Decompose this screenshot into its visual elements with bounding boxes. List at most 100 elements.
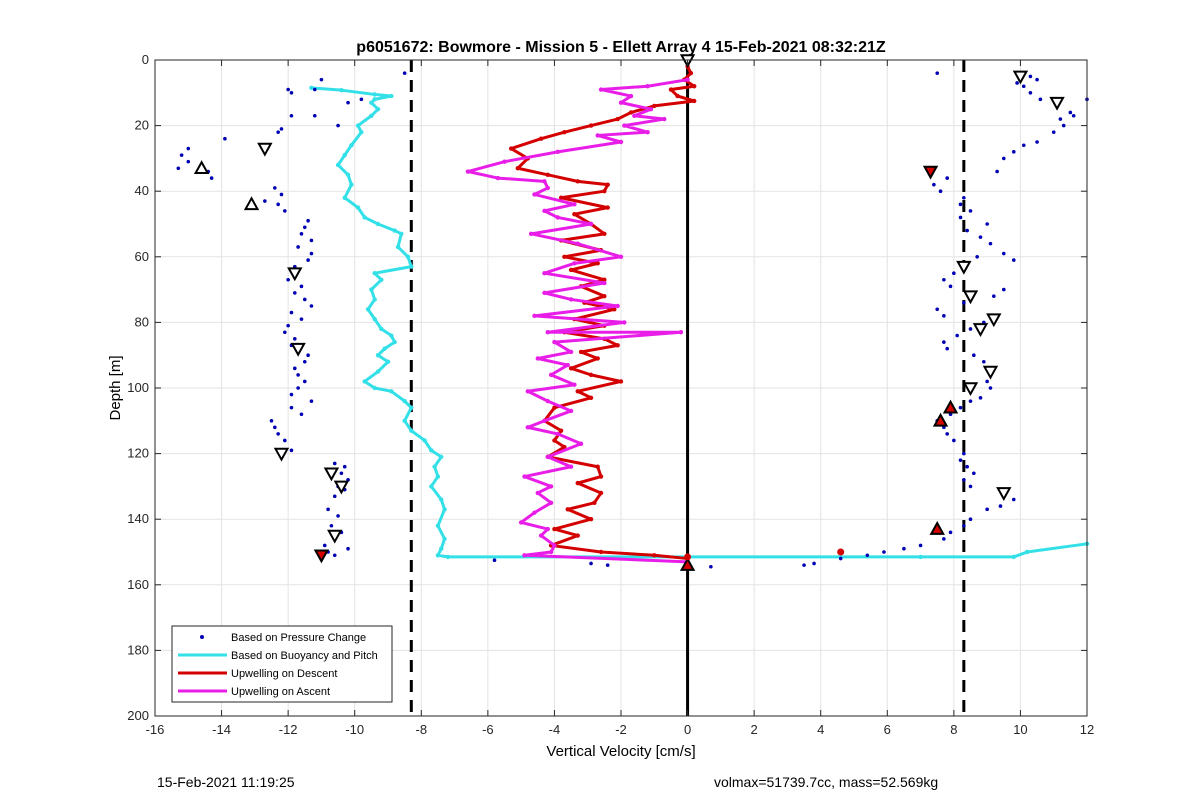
pressure-point bbox=[1038, 97, 1043, 102]
pressure-point bbox=[1011, 497, 1016, 502]
pressure-point bbox=[186, 159, 191, 164]
buoyancy-series-point bbox=[389, 389, 394, 394]
ascent-series-point bbox=[568, 349, 574, 355]
buoyancy-series-point bbox=[392, 339, 397, 345]
pressure-point bbox=[958, 405, 963, 410]
pressure-point bbox=[319, 77, 324, 82]
x-tick-label: -10 bbox=[345, 722, 364, 737]
ascent-series-point bbox=[648, 107, 654, 112]
ascent-series-point bbox=[618, 139, 624, 145]
pressure-point bbox=[279, 192, 284, 197]
pressure-point bbox=[302, 225, 307, 230]
pressure-point bbox=[289, 392, 294, 397]
pressure-point bbox=[952, 438, 956, 443]
buoyancy-series-point bbox=[372, 316, 377, 322]
pressure-point bbox=[1068, 110, 1073, 115]
y-tick-label: 40 bbox=[135, 183, 149, 198]
descent-series-point bbox=[605, 182, 610, 187]
buoyancy-series-point bbox=[375, 369, 381, 374]
ascent-series-point bbox=[632, 113, 637, 118]
y-tick-label: 120 bbox=[127, 446, 149, 461]
ascent-series-point bbox=[552, 339, 557, 345]
descent-series-point bbox=[552, 405, 557, 410]
pressure-point bbox=[276, 202, 280, 207]
pressure-point bbox=[958, 215, 963, 220]
legend-label: Based on Buoyancy and Pitch bbox=[231, 650, 378, 662]
pressure-point bbox=[299, 284, 304, 289]
descent-series-point bbox=[595, 464, 600, 469]
pressure-point bbox=[279, 127, 284, 131]
pressure-point bbox=[709, 564, 713, 569]
red-up-triangle-marker bbox=[932, 412, 949, 427]
descent-series-point bbox=[598, 490, 604, 496]
buoyancy-series-point bbox=[369, 113, 374, 118]
pressure-point bbox=[958, 458, 963, 462]
open-down-triangle-marker bbox=[956, 260, 972, 275]
ascent-series bbox=[465, 77, 690, 565]
descent-series-point bbox=[558, 195, 564, 200]
buoyancy-series-point bbox=[1024, 549, 1030, 555]
descent-series-point bbox=[605, 205, 610, 210]
ascent-series-point bbox=[645, 84, 650, 89]
buoyancy-series-point bbox=[439, 497, 444, 502]
pressure-point bbox=[289, 113, 294, 118]
descent-series-point bbox=[568, 366, 574, 371]
open-down-triangle-marker bbox=[257, 142, 273, 157]
buoyancy-series-point bbox=[369, 287, 374, 292]
pressure-point bbox=[992, 294, 996, 298]
ascent-series-point bbox=[622, 123, 627, 128]
descent-series-point bbox=[668, 87, 674, 92]
ascent-series-point bbox=[628, 93, 634, 99]
descent-series-point bbox=[595, 261, 600, 266]
reference-lines bbox=[409, 60, 966, 716]
ascent-series-point bbox=[548, 372, 554, 378]
open-down-triangle-marker bbox=[962, 290, 979, 305]
buoyancy-series-point bbox=[402, 418, 407, 423]
buoyancy-series-point bbox=[439, 546, 444, 551]
descent-series-point bbox=[588, 123, 594, 128]
descent-series-point bbox=[612, 307, 617, 312]
pressure-point bbox=[995, 169, 999, 174]
pressure-point bbox=[289, 310, 294, 315]
pressure-point bbox=[302, 379, 307, 384]
open-down-triangle-marker bbox=[287, 267, 303, 282]
descent-series-point bbox=[588, 517, 594, 522]
ascent-series-point bbox=[555, 149, 560, 155]
axis-ticks: -16 -14 -12 -10 -8 -6 -4 -2 0 2 4 6 8 10 1202040608010… bbox=[127, 52, 1094, 737]
open-down-triangle-marker bbox=[1049, 96, 1065, 111]
buoyancy-series-point bbox=[435, 553, 441, 558]
ascent-series-point bbox=[552, 543, 557, 548]
descent-series-point bbox=[652, 103, 657, 109]
red-down-triangle-marker bbox=[922, 165, 939, 180]
buoyancy-series-point bbox=[372, 297, 377, 302]
buoyancy-series-point bbox=[362, 215, 367, 220]
ascent-series-point bbox=[518, 520, 524, 525]
buoyancy-series-point bbox=[409, 405, 414, 410]
pressure-point bbox=[312, 113, 317, 118]
ascent-series-point bbox=[542, 271, 547, 276]
descent-series-point bbox=[565, 507, 570, 512]
footer-timestamp: 15-Feb-2021 11:19:25 bbox=[157, 774, 295, 790]
red-down-triangle-marker bbox=[313, 549, 330, 564]
pressure-point bbox=[962, 300, 966, 305]
pressure-point bbox=[942, 314, 946, 318]
ascent-series-point bbox=[525, 425, 530, 430]
y-tick-label: 80 bbox=[135, 314, 149, 329]
x-tick-label: -14 bbox=[212, 722, 231, 737]
buoyancy-series-point bbox=[429, 448, 434, 453]
ascent-series-point bbox=[545, 454, 550, 460]
pressure-point bbox=[988, 241, 993, 246]
open-down-triangle-marker bbox=[327, 529, 343, 544]
buoyancy-series-point bbox=[379, 277, 384, 282]
red-up-triangle-marker bbox=[929, 520, 945, 535]
y-tick-label: 200 bbox=[127, 708, 149, 723]
y-tick-label: 0 bbox=[142, 52, 149, 67]
pressure-point bbox=[299, 232, 304, 236]
ascent-series-point bbox=[622, 320, 627, 325]
descent-series-point bbox=[615, 116, 620, 122]
ascent-series-point bbox=[662, 116, 667, 122]
pressure-point bbox=[968, 327, 973, 331]
pressure-point bbox=[1028, 74, 1033, 79]
ascent-series-point bbox=[522, 474, 527, 479]
buoyancy-series-point bbox=[362, 379, 367, 384]
